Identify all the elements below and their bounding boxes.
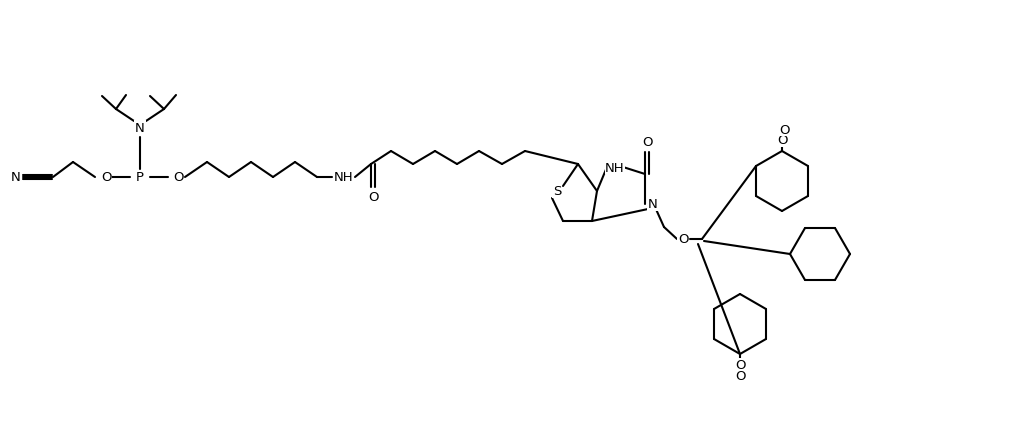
Text: N: N: [648, 198, 658, 211]
Text: O: O: [678, 233, 688, 246]
Text: O: O: [642, 136, 652, 149]
Text: O: O: [101, 171, 111, 184]
Text: NH: NH: [334, 171, 354, 184]
Text: P: P: [136, 171, 144, 184]
Text: O: O: [778, 123, 790, 136]
Text: O: O: [734, 359, 746, 371]
Text: NH: NH: [605, 161, 624, 174]
Text: O: O: [776, 134, 788, 147]
Text: N: N: [11, 171, 21, 184]
Text: O: O: [368, 191, 378, 204]
Text: O: O: [173, 171, 183, 184]
Text: S: S: [553, 185, 561, 198]
Text: O: O: [734, 370, 746, 383]
Text: N: N: [136, 121, 145, 134]
